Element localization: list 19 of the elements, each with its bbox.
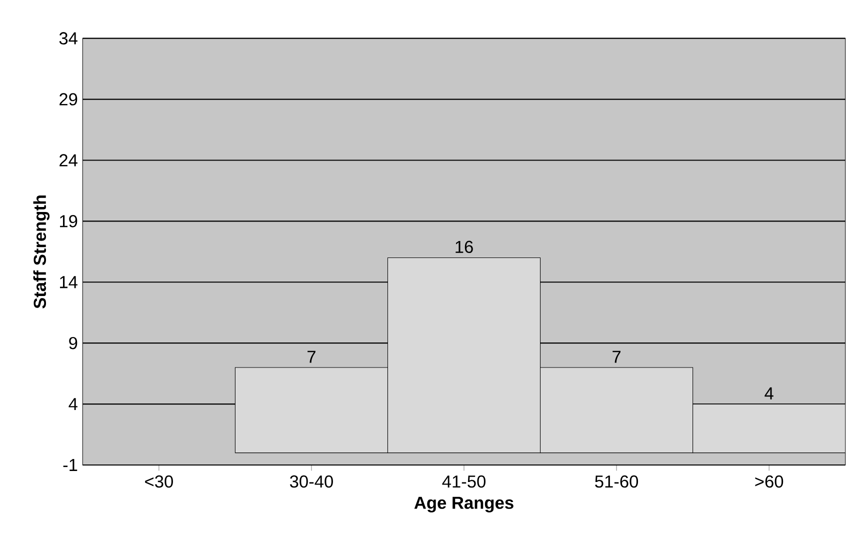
y-tick-label: 14 (60, 276, 78, 288)
y-tick-label: 34 (59, 32, 78, 44)
y-tick-label: 24 (60, 154, 78, 166)
y-tick-label: 29 (60, 93, 78, 106)
y-tick-label: 9 (69, 336, 78, 350)
x-tick-label: 51-60 (595, 475, 638, 488)
y-axis-title: Staff Strength (33, 195, 50, 308)
x-tick-label: <30 (145, 475, 173, 488)
x-tick-label: 30-40 (290, 475, 333, 488)
x-tick-label: >60 (755, 475, 784, 488)
data-label: 7 (308, 350, 316, 363)
data-label: 7 (612, 350, 620, 363)
data-label: 4 (764, 387, 774, 400)
x-axis-title: Age Ranges (414, 496, 514, 512)
y-tick-label: 4 (68, 398, 78, 410)
y-tick-label: -1 (63, 459, 78, 471)
data-label: 16 (456, 240, 473, 254)
y-tick-label: 19 (60, 215, 78, 228)
x-tick-label: 41-50 (442, 475, 486, 488)
